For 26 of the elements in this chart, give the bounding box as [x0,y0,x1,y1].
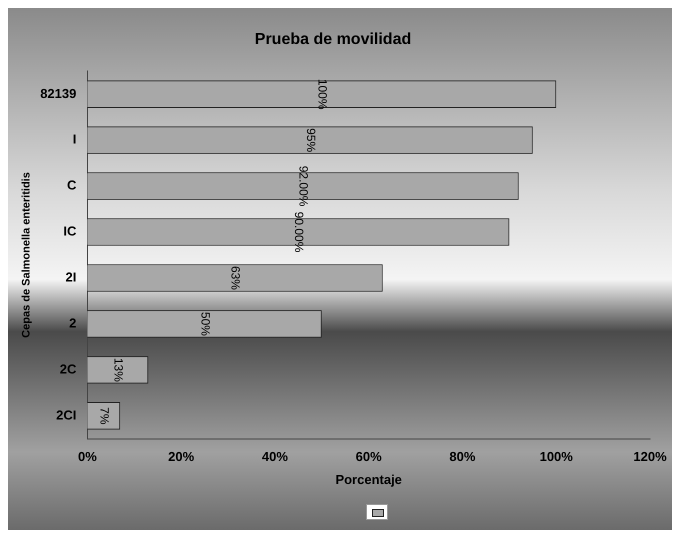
x-tick-label: 0% [78,449,98,464]
chart-title: Prueba de movilidad [254,31,412,48]
data-label: 92.00% [296,166,311,207]
data-label: 13% [112,358,126,382]
x-axis-title: Porcentaje [335,472,402,487]
x-tick-label: 80% [449,449,476,464]
data-label: 100% [315,78,330,110]
x-tick-label: 120% [633,449,668,464]
x-tick-label: 100% [540,449,574,464]
y-tick-label: IC [63,224,77,239]
data-label: 63% [228,266,243,290]
data-label: 7% [97,407,112,425]
y-tick-label: I [72,132,76,147]
x-tick-label: 20% [168,449,195,464]
y-tick-label: 2I [66,270,76,285]
y-tick-label: 2C [60,361,77,376]
y-axis-title: Cepas de Salmonella enteritidis [20,172,33,338]
data-label: 50% [198,312,212,336]
y-tick-label: 82139 [40,86,76,101]
data-label: 95% [304,128,318,152]
x-tick-label: 60% [356,449,382,464]
y-tick-label: 2 [69,316,76,331]
y-tick-label: C [66,178,77,193]
data-label: 90.00% [292,212,306,253]
y-tick-label: 2CI [56,407,76,422]
x-tick-label: 40% [262,449,288,464]
